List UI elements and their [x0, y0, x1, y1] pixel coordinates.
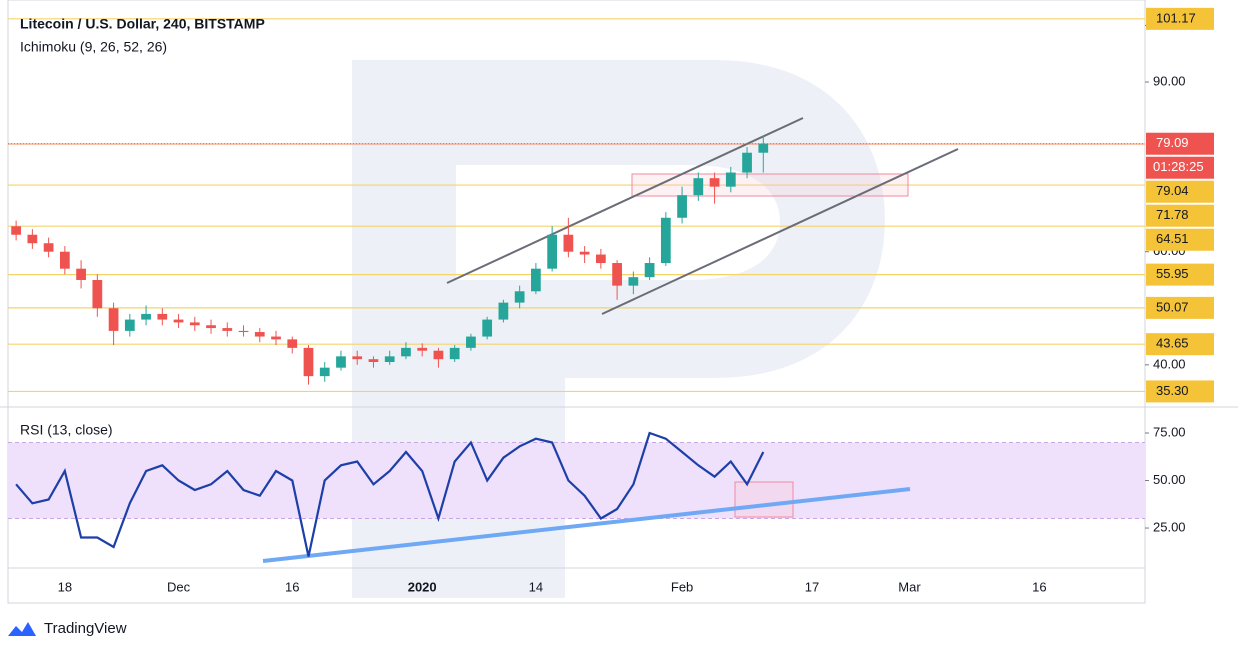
candle-body: [303, 347, 314, 377]
chart-title: Litecoin / U.S. Dollar, 240, BITSTAMP: [20, 16, 265, 32]
level-badge: [1146, 180, 1214, 203]
candle-body: [579, 251, 590, 255]
candle-body: [482, 319, 493, 337]
candle-body: [660, 217, 671, 264]
candle-body: [336, 356, 346, 368]
candle-body: [352, 356, 363, 360]
candle-body: [238, 330, 249, 333]
candle-body: [59, 251, 70, 269]
x-tick-label: 14: [529, 579, 543, 594]
x-tick-label: 16: [285, 579, 299, 594]
candle-body: [742, 152, 752, 173]
candle-body: [76, 268, 86, 280]
x-tick-label: 2020: [408, 579, 437, 594]
candle-body: [384, 356, 395, 363]
level-badge: [1146, 7, 1214, 30]
level-badge: [1146, 204, 1214, 227]
candle-body: [644, 263, 655, 278]
x-tick-label: 16: [1032, 579, 1046, 594]
candle-body: [498, 302, 509, 320]
candle-body: [595, 254, 606, 264]
x-tick-label: Mar: [898, 579, 921, 594]
candle-body: [271, 336, 281, 340]
candle-body: [141, 313, 151, 320]
candle-body: [758, 143, 769, 153]
candle-body: [563, 234, 574, 252]
candle-body: [189, 322, 200, 326]
candle-body: [401, 347, 411, 357]
channel-lower: [601, 148, 959, 315]
level-badge-label: 43.65: [1156, 336, 1189, 351]
candle-body: [124, 319, 135, 331]
rsi-band: [8, 442, 1145, 519]
brand: TradingView: [44, 620, 127, 637]
candle-body: [206, 325, 216, 329]
brand-logo: [8, 622, 36, 636]
channel-upper: [446, 117, 804, 284]
candle-body: [157, 313, 168, 320]
x-tick-label: 18: [58, 579, 72, 594]
y-tick-label: 40.00: [1153, 356, 1186, 371]
candle-body: [466, 336, 476, 348]
candle-body: [449, 347, 460, 360]
candle-body: [628, 277, 639, 286]
level-badge-label: 101.17: [1156, 10, 1196, 25]
level-badge-label: 71.78: [1156, 207, 1189, 222]
level-badge: [1146, 263, 1214, 286]
candle-body: [709, 178, 720, 187]
candle-body: [11, 226, 21, 235]
rsi-y-tick-label: 25.00: [1153, 519, 1186, 534]
level-badge-label: 79.04: [1156, 183, 1189, 198]
candle-body: [514, 291, 525, 303]
level-badge: [1146, 333, 1214, 356]
candle-body: [677, 195, 687, 218]
candle-body: [417, 347, 428, 351]
rsi-zone-box: [734, 481, 794, 518]
candle-body: [108, 308, 119, 331]
countdown-badge: [1146, 156, 1214, 179]
candle-body: [43, 243, 54, 252]
level-badge-label: 55.95: [1156, 266, 1189, 281]
x-tick-label: 17: [805, 579, 819, 594]
level-badge: [1146, 296, 1214, 319]
x-tick-label: Dec: [167, 579, 191, 594]
candle-body: [693, 178, 704, 196]
rsi-title: RSI (13, close): [20, 422, 113, 438]
countdown-label: 01:28:25: [1153, 159, 1204, 174]
candle-body: [222, 328, 233, 331]
candle-body: [92, 279, 103, 309]
plot-frame: [7, 0, 1146, 604]
level-badge-label: 64.51: [1156, 231, 1189, 246]
level-badge-label: 35.30: [1156, 383, 1189, 398]
candle-body: [173, 319, 184, 323]
candle-body: [547, 234, 558, 269]
rsi-y-tick-label: 50.00: [1153, 472, 1186, 487]
rsi-trendline: [262, 487, 911, 563]
indicator-label: Ichimoku (9, 26, 52, 26): [20, 39, 167, 55]
candle-body: [319, 367, 330, 377]
x-tick-label: Feb: [671, 579, 693, 594]
candle-body: [612, 263, 622, 286]
candle-body: [531, 268, 541, 292]
rsi-y-tick-label: 75.00: [1153, 424, 1186, 439]
candle-body: [287, 339, 298, 348]
rsi-line: [15, 431, 765, 557]
level-badge: [1146, 228, 1214, 251]
level-badge: [1146, 380, 1214, 403]
y-tick-label: 90.00: [1153, 73, 1186, 88]
candle-body: [433, 350, 444, 360]
price-badge-label: 79.09: [1156, 135, 1189, 150]
level-badge-label: 50.07: [1156, 299, 1189, 314]
candle-body: [368, 359, 379, 363]
candle-body: [27, 234, 38, 244]
price-badge: [1146, 132, 1214, 155]
candle-body: [254, 332, 265, 337]
candle-body: [725, 172, 736, 187]
